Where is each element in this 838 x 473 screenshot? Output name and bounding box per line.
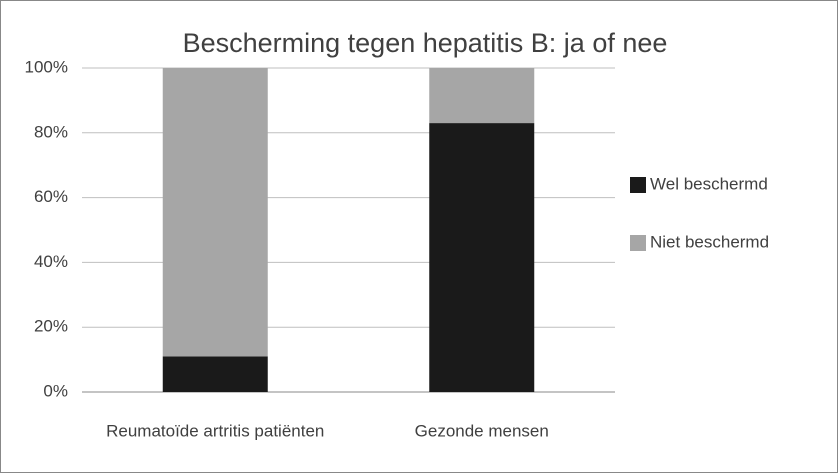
legend-swatch [630,235,646,251]
bar-segment [429,123,535,392]
legend-label: Niet beschermd [650,232,769,251]
y-tick-label: 100% [25,57,68,76]
x-tick-label: Gezonde mensen [415,421,549,440]
y-tick-label: 0% [43,381,68,400]
y-tick-label: 80% [34,122,68,141]
legend-swatch [630,177,646,193]
legend-label: Wel beschermd [650,174,768,193]
bar-segment [162,356,268,392]
x-tick-label: Reumatoïde artritis patiënten [106,421,324,440]
y-tick-label: 60% [34,187,68,206]
bar-segment [429,68,535,124]
y-tick-label: 20% [34,317,68,336]
y-tick-label: 40% [34,252,68,271]
chart-title: Bescherming tegen hepatitis B: ja of nee [183,28,668,58]
bar-segment [162,68,268,357]
